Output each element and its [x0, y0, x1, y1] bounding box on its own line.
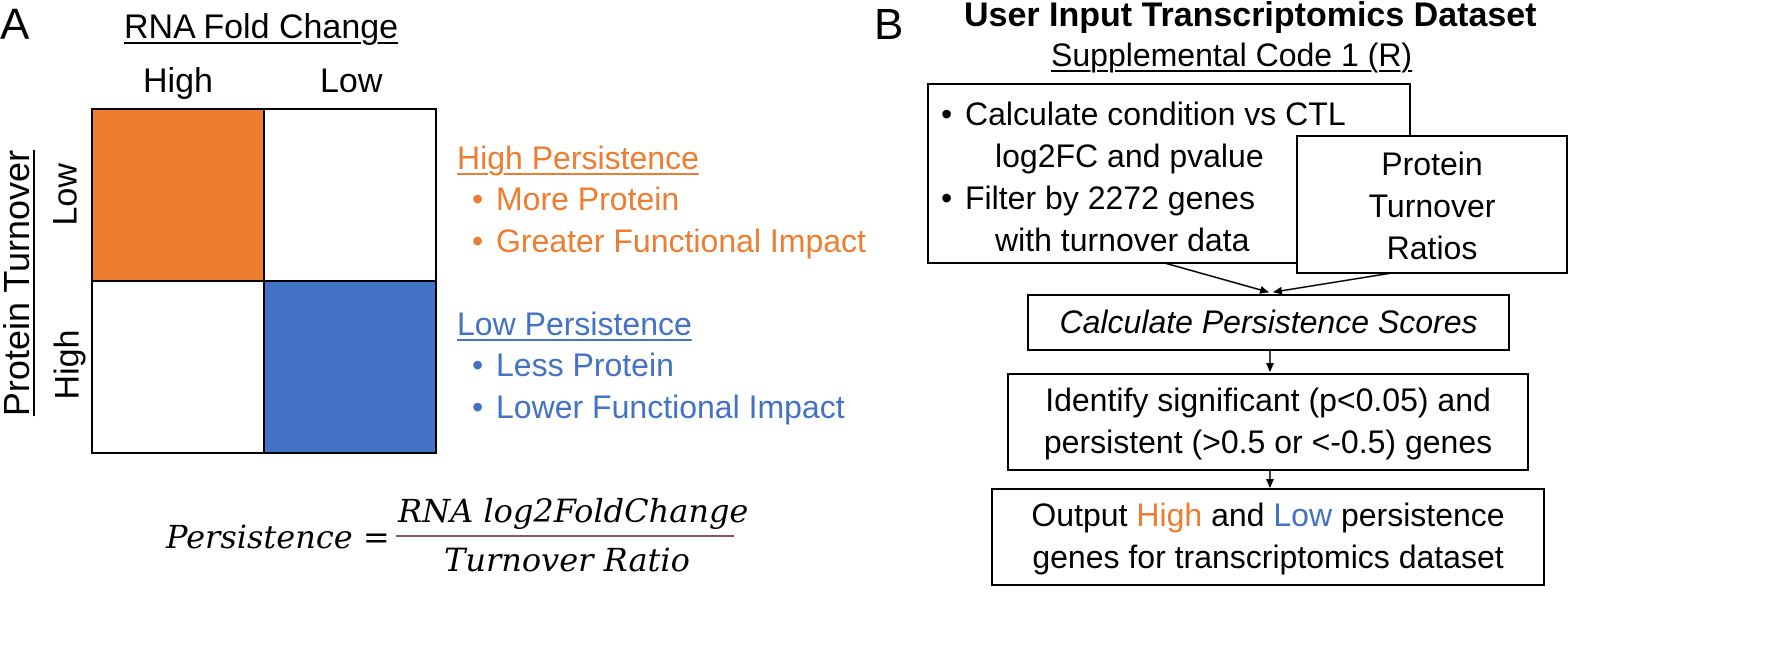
- legend-low-persistence-heading: Low Persistence: [457, 306, 692, 342]
- identify-line1: Identify significant (p<0.05) and: [1045, 382, 1491, 418]
- supplemental-code-subtitle: Supplemental Code 1 (R): [1051, 37, 1413, 73]
- cell-high-rna-low-turnover: [91, 108, 265, 282]
- arrow-box1-to-calc: [1160, 261, 1269, 294]
- output-low-word: Low: [1273, 497, 1333, 533]
- box1-bullet1-line1: • Calculate condition vs CTL: [941, 96, 1346, 132]
- output-line1: Output High and Low persistence: [1031, 497, 1505, 533]
- turnover-box-line1: Protein: [1381, 146, 1483, 182]
- calculate-persistence-box: Calculate Persistence Scores: [1027, 294, 1510, 351]
- identify-line2: persistent (>0.5 or <-0.5) genes: [1043, 424, 1493, 460]
- calculate-persistence-label: Calculate Persistence Scores: [1059, 304, 1478, 340]
- formula-numerator: RNA log2FoldChange: [398, 492, 749, 530]
- legend-high-item-1: • More Protein: [472, 181, 680, 217]
- panel-a-letter: A: [0, 0, 30, 49]
- output-high-word: High: [1136, 497, 1203, 533]
- legend-high-persistence-heading: High Persistence: [457, 140, 699, 176]
- formula-lhs: Persistence =: [166, 518, 390, 556]
- formula-fraction-bar: [396, 535, 734, 537]
- box1-bullet1-line2: log2FC and pvalue: [995, 138, 1264, 174]
- output-line2: genes for transcriptomics dataset: [1032, 539, 1504, 575]
- formula-denominator: Turnover Ratio: [444, 541, 690, 579]
- output-genes-box: Output High and Low persistence genes fo…: [991, 488, 1545, 586]
- box1-bullet2-line1: • Filter by 2272 genes: [941, 180, 1255, 216]
- legend-low-item-2: • Lower Functional Impact: [472, 389, 845, 425]
- arrow-turnover-to-calc: [1273, 271, 1399, 295]
- rna-fold-change-title: RNA Fold Change: [124, 8, 399, 46]
- box1-bullet2-line2: with turnover data: [995, 222, 1250, 258]
- dataset-title: User Input Transcriptomics Dataset: [964, 0, 1537, 34]
- legend-low-item-1: • Less Protein: [472, 347, 674, 383]
- legend-high-item-2: • Greater Functional Impact: [472, 223, 866, 259]
- col-label-high: High: [143, 62, 213, 100]
- protein-turnover-ratios-box: Protein Turnover Ratios: [1296, 135, 1568, 274]
- cell-high-rna-high-turnover: [91, 280, 265, 454]
- panel-b-letter: B: [874, 0, 904, 49]
- turnover-box-line3: Ratios: [1386, 230, 1478, 266]
- cell-low-rna-high-turnover: [263, 280, 437, 454]
- col-label-low: Low: [320, 62, 383, 100]
- identify-genes-box: Identify significant (p<0.05) and persis…: [1007, 373, 1529, 471]
- turnover-box-line2: Turnover: [1368, 188, 1496, 224]
